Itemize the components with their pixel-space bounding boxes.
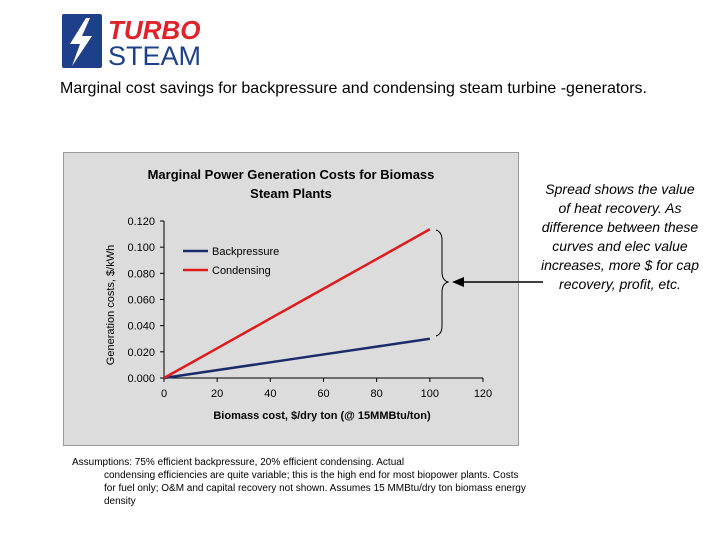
logo-graphic: TURBO STEAM (62, 14, 201, 71)
x-tick-label: 100 (421, 388, 439, 400)
footnote-rest: condensing efficiencies are quite variab… (104, 470, 526, 507)
logo-word-steam: STEAM (108, 41, 201, 70)
series-line-condensing (163, 228, 431, 380)
y-tick-label: 0.120 (127, 216, 155, 228)
y-tick-label: 0.100 (127, 242, 155, 254)
x-tick-label: 120 (474, 388, 492, 400)
logo-word-turbo: TURBO (108, 15, 200, 45)
chart-series (163, 228, 431, 380)
y-tick-label: 0.060 (127, 295, 155, 307)
y-tick-label: 0.040 (127, 321, 155, 333)
slide-title: Marginal cost savings for backpressure a… (60, 80, 647, 97)
x-axis-label: Biomass cost, $/dry ton (@ 15MMBtu/ton) (213, 410, 431, 422)
turbosteam-logo: TURBO STEAM (60, 12, 210, 71)
x-tick-label: 80 (371, 388, 383, 400)
x-tick-label: 60 (317, 388, 329, 400)
x-tick-label: 0 (161, 388, 167, 400)
chart-legend: Backpressure Condensing (183, 246, 279, 277)
lightning-bolt-icon (70, 18, 92, 66)
chart-title-line-1: Marginal Power Generation Costs for Biom… (148, 167, 435, 182)
assumptions-footnote: Assumptions: 75% efficient backpressure,… (72, 456, 532, 508)
y-axis-label: Generation costs, $/kWh (105, 245, 117, 365)
chart-title-line-2: Steam Plants (250, 186, 332, 201)
y-tick-label: 0.080 (127, 268, 155, 280)
chart-ticks: 0 20 40 60 80 100 120 0.000 0.020 0.040 0.060 0.080… (127, 216, 492, 400)
x-tick-label: 20 (211, 388, 223, 400)
chart-svg: Marginal Power Generation Costs for Biom… (105, 167, 492, 422)
y-tick-label: 0.000 (127, 373, 155, 385)
legend-label-condensing: Condensing (212, 265, 271, 277)
footnote-line-1: Assumptions: 75% efficient backpressure,… (72, 457, 405, 468)
legend-label-backpressure: Backpressure (212, 246, 279, 258)
chart-container: Marginal Power Generation Costs for Biom… (63, 152, 519, 446)
side-note: Spread shows the value of heat recovery.… (541, 181, 699, 292)
x-tick-label: 40 (264, 388, 276, 400)
series-line-backpressure (163, 337, 431, 380)
y-tick-label: 0.020 (127, 347, 155, 359)
